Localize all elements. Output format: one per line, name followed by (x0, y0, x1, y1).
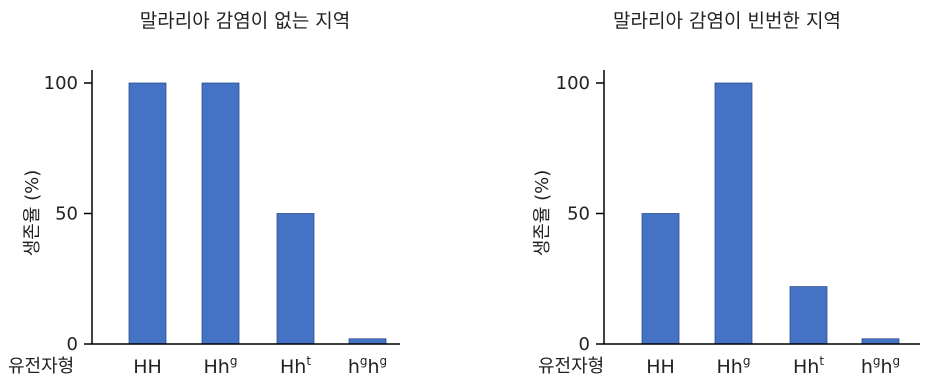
bar-hghg (861, 338, 900, 345)
chart-panel-frequent-malaria: 말라리아 감염이 빈번한 지역 생존율 (%) 유전자형 0 50 100 HH Hh… (532, 10, 920, 378)
y-tick-label: 0 (579, 334, 590, 355)
bar-HH (641, 213, 680, 345)
y-ticks: 0 50 100 (556, 73, 604, 355)
chart-title: 말라리아 감염이 빈번한 지역 (613, 10, 841, 32)
bar-Hhg (714, 82, 753, 345)
bar-hghg (348, 338, 387, 345)
x-tick-label: Hht (280, 354, 311, 378)
y-tick-label: 100 (556, 73, 590, 94)
x-tick-label: hghg (861, 354, 900, 378)
y-tick-label: 50 (567, 204, 590, 225)
bar-Hht (789, 286, 828, 345)
x-axis-label: 유전자형 (8, 356, 74, 377)
y-axis-label: 생존율 (%) (532, 170, 553, 257)
bars (128, 82, 387, 345)
chart-title: 말라리아 감염이 없는 지역 (140, 10, 350, 32)
bar-Hht (276, 213, 315, 345)
category-labels: HH Hhg Hht hghg (133, 354, 387, 378)
bar-HH (128, 82, 167, 345)
y-axis-label: 생존율 (%) (22, 170, 43, 257)
x-tick-label: Hhg (717, 354, 751, 378)
chart-panel-no-malaria: 말라리아 감염이 없는 지역 생존율 (%) 유전자형 0 50 100 HH Hhg… (8, 10, 400, 378)
x-tick-label: Hht (793, 354, 824, 378)
y-ticks: 0 50 100 (44, 73, 92, 355)
bar-Hhg (201, 82, 240, 345)
bars (641, 82, 900, 345)
x-tick-label: Hhg (204, 354, 238, 378)
y-tick-label: 0 (67, 334, 78, 355)
x-tick-label: HH (646, 356, 675, 378)
x-axis-label: 유전자형 (538, 356, 604, 377)
x-tick-label: hghg (348, 354, 387, 378)
y-tick-label: 100 (44, 73, 78, 94)
x-tick-label: HH (133, 356, 162, 378)
category-labels: HH Hhg Hht hghg (646, 354, 900, 378)
y-tick-label: 50 (55, 204, 78, 225)
